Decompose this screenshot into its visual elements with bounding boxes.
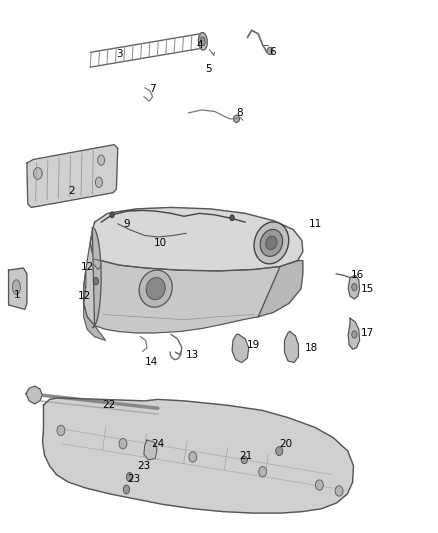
Ellipse shape xyxy=(276,447,283,456)
Text: 11: 11 xyxy=(308,219,321,229)
Ellipse shape xyxy=(201,37,205,46)
Polygon shape xyxy=(27,144,118,207)
Text: 3: 3 xyxy=(116,49,123,59)
Ellipse shape xyxy=(95,177,102,188)
Polygon shape xyxy=(258,261,303,317)
Text: 19: 19 xyxy=(247,340,260,350)
Ellipse shape xyxy=(335,486,343,496)
Text: 20: 20 xyxy=(279,439,292,449)
Ellipse shape xyxy=(110,212,114,218)
Ellipse shape xyxy=(233,115,240,123)
Text: 24: 24 xyxy=(151,439,165,449)
Text: 2: 2 xyxy=(68,186,75,196)
Text: 16: 16 xyxy=(351,270,364,280)
Text: 13: 13 xyxy=(186,350,199,360)
Ellipse shape xyxy=(124,485,130,494)
Ellipse shape xyxy=(230,215,234,221)
Ellipse shape xyxy=(12,280,20,295)
Text: 4: 4 xyxy=(196,40,203,50)
Text: 23: 23 xyxy=(127,474,141,484)
Polygon shape xyxy=(84,231,280,333)
Ellipse shape xyxy=(93,278,99,285)
Ellipse shape xyxy=(267,47,273,54)
Text: 8: 8 xyxy=(237,108,243,118)
Text: 14: 14 xyxy=(145,358,158,367)
Ellipse shape xyxy=(119,439,127,449)
Text: 15: 15 xyxy=(361,284,374,294)
Polygon shape xyxy=(232,334,249,362)
Polygon shape xyxy=(9,268,27,309)
Text: 17: 17 xyxy=(361,328,374,338)
Polygon shape xyxy=(285,332,298,362)
Text: 12: 12 xyxy=(81,262,94,271)
Polygon shape xyxy=(348,276,360,299)
Polygon shape xyxy=(90,207,303,271)
Ellipse shape xyxy=(127,472,133,481)
Polygon shape xyxy=(348,318,360,349)
Text: 22: 22 xyxy=(102,400,116,410)
Ellipse shape xyxy=(352,284,357,291)
Polygon shape xyxy=(84,270,106,341)
Polygon shape xyxy=(92,228,101,328)
Ellipse shape xyxy=(241,456,247,464)
Text: 1: 1 xyxy=(14,289,21,300)
Polygon shape xyxy=(26,386,42,404)
Ellipse shape xyxy=(139,270,172,307)
Text: 10: 10 xyxy=(153,238,166,248)
Polygon shape xyxy=(42,398,353,513)
Polygon shape xyxy=(144,440,157,460)
Ellipse shape xyxy=(315,480,323,490)
Ellipse shape xyxy=(57,425,65,435)
Text: 23: 23 xyxy=(137,461,151,471)
Ellipse shape xyxy=(146,278,165,300)
Ellipse shape xyxy=(259,466,267,477)
Text: 6: 6 xyxy=(269,47,276,58)
Ellipse shape xyxy=(98,155,105,165)
Ellipse shape xyxy=(260,229,283,256)
Ellipse shape xyxy=(352,331,357,338)
Text: 12: 12 xyxy=(78,291,91,301)
Ellipse shape xyxy=(266,236,277,249)
Text: 7: 7 xyxy=(149,84,156,94)
Ellipse shape xyxy=(189,452,197,462)
Ellipse shape xyxy=(198,33,207,50)
Text: 18: 18 xyxy=(305,343,318,353)
Text: 21: 21 xyxy=(240,450,253,461)
Ellipse shape xyxy=(254,222,289,264)
Ellipse shape xyxy=(33,167,42,180)
Text: 9: 9 xyxy=(123,219,130,229)
Text: 5: 5 xyxy=(205,63,212,74)
